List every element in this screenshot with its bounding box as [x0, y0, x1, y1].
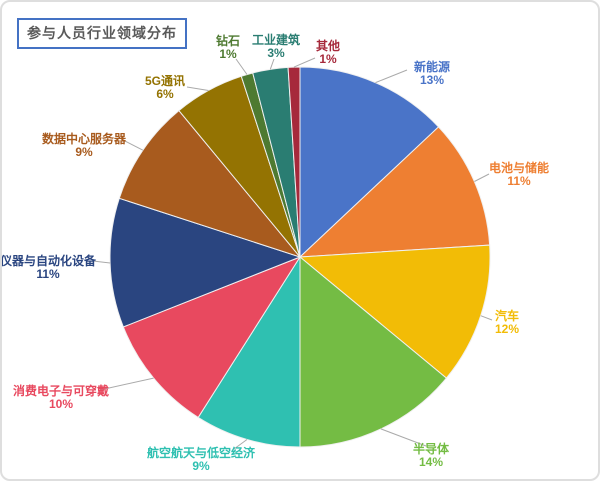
leader-line-7 [122, 139, 144, 151]
leader-line-9 [235, 58, 248, 75]
pie-slice-0 [299, 66, 440, 259]
leader-line-2 [480, 315, 493, 321]
leader-line-1 [474, 173, 490, 182]
leader-line-6 [92, 260, 111, 264]
pie-slice-5 [122, 255, 302, 419]
pie-slice-4 [197, 255, 301, 448]
pie-slice-3 [299, 255, 448, 448]
leader-line-5 [99, 377, 154, 391]
pie-slice-2 [298, 244, 491, 379]
leader-line-3 [380, 428, 427, 447]
chart-title-box: 参与人员行业领域分布 [17, 18, 187, 49]
leader-line-4 [233, 439, 248, 450]
leader-line-8 [186, 86, 209, 91]
chart-title: 参与人员行业领域分布 [27, 25, 177, 41]
leader-line-0 [375, 69, 408, 84]
leader-line-10 [269, 58, 275, 70]
pie-slice-1 [298, 126, 491, 258]
leader-line-11 [293, 57, 316, 68]
